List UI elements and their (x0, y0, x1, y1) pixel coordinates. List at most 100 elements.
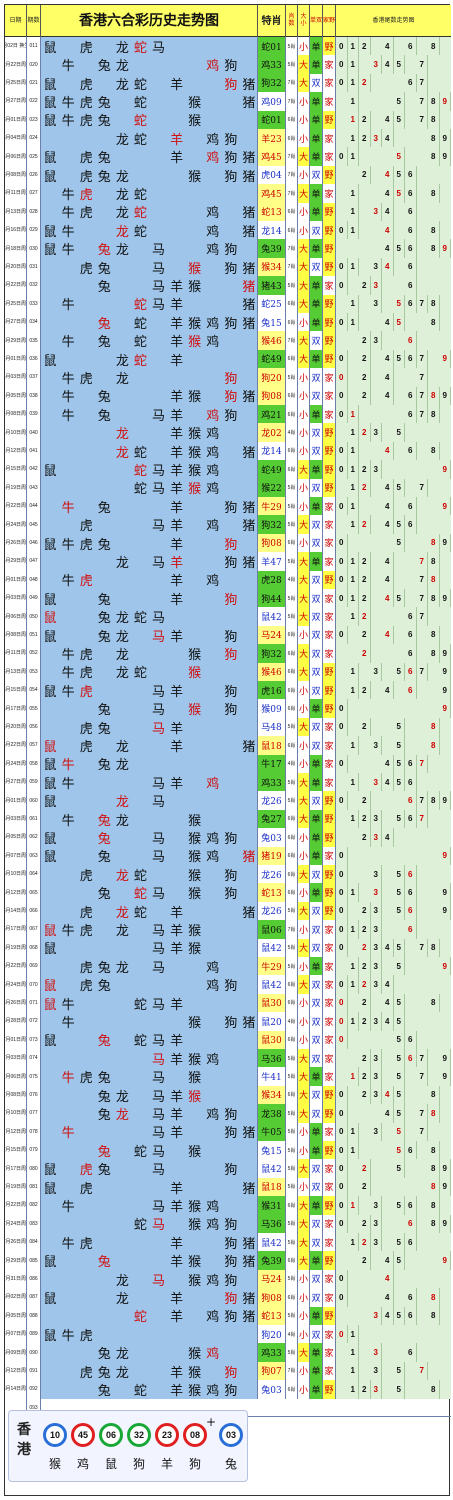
zodiac-grid: 虎兔龙马鸡 (41, 957, 258, 976)
tail-digit: 5 (394, 1012, 405, 1031)
tail-digit: 5 (394, 239, 405, 258)
zodiac-cell: 猴 (188, 666, 202, 682)
zodiac-cell: 鼠 (43, 1291, 57, 1307)
tail-digit: 8 (428, 147, 440, 166)
zodiac-cell: 龙 (115, 629, 129, 645)
tail-digit: 1 (348, 662, 359, 681)
zodiac-cell: 兔 (97, 1034, 111, 1050)
big-small: 大 (298, 349, 310, 369)
table-row: 05月20日周二056虎兔马羊马485肖大双家0258 (5, 717, 451, 737)
table-row: 08月02日周六087鼠龙羊狗猪狗086肖小双家0468 (5, 1288, 451, 1307)
date-cell: 03月04日周二 (5, 129, 27, 148)
tail-digit: 4 (382, 1288, 394, 1307)
zodiac-cell: 猴 (188, 427, 202, 443)
zodiac-cell: 羊 (170, 997, 184, 1013)
tail-digit: 3 (371, 460, 382, 479)
tail-digit: 0 (336, 533, 348, 553)
odd-even: 双 (310, 681, 323, 700)
tail-digit: 8 (428, 1104, 440, 1123)
zodiac-cell: 蛇 (133, 445, 147, 461)
odd-even: 单 (310, 276, 323, 295)
domestic-wild: 家 (323, 1012, 336, 1031)
special-zodiac: 鼠42 (258, 975, 286, 994)
zodiac-cell: 鼠 (43, 77, 57, 93)
tail-digit: 6 (405, 221, 417, 240)
zodiac-grid: 龙蛇羊鸡狗 (41, 129, 258, 148)
odd-even: 双 (310, 1085, 323, 1105)
zodiac-count: 5肖 (286, 515, 298, 534)
date-cell: 08月09日周六 (5, 1343, 27, 1362)
special-zodiac: 鸡45 (258, 147, 286, 166)
zodiac-cell: 羊 (170, 942, 184, 958)
tail-digit: 3 (371, 1380, 382, 1399)
tail-digit: 1 (348, 202, 359, 221)
issue-number: 042 (27, 460, 41, 479)
tail-digit: 8 (428, 1141, 440, 1160)
zodiac-cell: 鸡 (206, 1218, 220, 1234)
zodiac-cell: 羊 (170, 1383, 184, 1399)
date-cell: 04月15日周二 (5, 460, 27, 479)
zodiac-grid: 鼠牛虎兔蛇猴猪 (41, 92, 258, 111)
zodiac-cell: 羊 (170, 905, 184, 921)
zodiac-count: 7肖 (286, 331, 298, 350)
tail-digit: 1 (348, 257, 359, 277)
special-zodiac: 蛇49 (258, 460, 286, 479)
zodiac-count: 5肖 (286, 938, 298, 957)
zodiac-count: 5肖 (286, 1067, 298, 1086)
zodiac-count: 6肖 (286, 129, 298, 148)
tail-digit: 4 (382, 478, 394, 497)
date-cell: 04月10日周四 (5, 423, 27, 442)
tail-digit: 6 (405, 1233, 417, 1252)
tail-digit: 1 (348, 681, 359, 700)
zodiac-count: 6肖 (286, 699, 298, 718)
zodiac-count: 5肖 (286, 1214, 298, 1233)
zodiac-cell: 蛇 (133, 206, 147, 222)
table-row: 04月22日周二044牛兔羊狗猪牛295肖小单家01469 (5, 497, 451, 516)
date-cell: 05月13日周二 (5, 662, 27, 681)
tail-digit: 6 (405, 1141, 417, 1160)
zodiac-grid: 鼠虎羊猪 (41, 1177, 258, 1197)
big-small: 大 (298, 1104, 310, 1123)
zodiac-cell: 牛 (61, 923, 75, 939)
tail-digit: 1 (348, 1380, 359, 1399)
table-row: 06月14日周六066虎龙蛇羊猪龙265肖大双野023569 (5, 901, 451, 921)
issue-number: 028 (27, 202, 41, 221)
tail-digit: 5 (394, 1380, 405, 1399)
odd-even: 双 (310, 1214, 323, 1233)
tail-digit: 8 (428, 644, 440, 663)
table-row: 07月15日周二079兔蛇马猴兔155肖小单野01568 (5, 1141, 451, 1160)
tail-digit: 8 (428, 184, 440, 203)
issue-number: 064 (27, 865, 41, 884)
special-zodiac: 蛇13 (258, 883, 286, 902)
zodiac-cell: 兔 (97, 114, 111, 130)
issue-number: 051 (27, 625, 41, 645)
tail-digit: 6 (405, 1196, 417, 1215)
zodiac-cell: 猴 (188, 850, 202, 866)
issue-number: 083 (27, 1214, 41, 1233)
zodiac-cell: 鼠 (43, 850, 57, 866)
zodiac-cell: 鸡 (206, 316, 220, 332)
date-cell: 03月25日周二 (5, 294, 27, 313)
tail-digit: 0 (336, 460, 348, 479)
ball-zodiac: 羊 (160, 1457, 173, 1471)
zodiac-count: 6肖 (286, 1380, 298, 1399)
tail-digit: 1 (348, 515, 359, 534)
zodiac-cell: 牛 (61, 206, 75, 222)
tail-digit: 0 (336, 993, 348, 1013)
zodiac-count: 7肖 (286, 920, 298, 939)
tail-digit: 2 (359, 478, 371, 497)
tail-digit: 5 (394, 993, 405, 1013)
domestic-wild: 野 (323, 1104, 336, 1123)
zodiac-count: 5肖 (286, 589, 298, 608)
issue-number: 074 (27, 1049, 41, 1068)
issue-number: 025 (27, 147, 41, 166)
zodiac-grid: 鼠虎龙蛇羊狗猪 (41, 73, 258, 93)
tail-digit: 9 (440, 92, 451, 111)
tail-digit: 1 (348, 1067, 359, 1086)
table-row: 07月26日周六084牛虎羊狗猪鼠425肖大双家12356 (5, 1233, 451, 1252)
zodiac-cell: 蛇 (133, 40, 147, 56)
date-cell: 05月27日周二 (5, 773, 27, 792)
